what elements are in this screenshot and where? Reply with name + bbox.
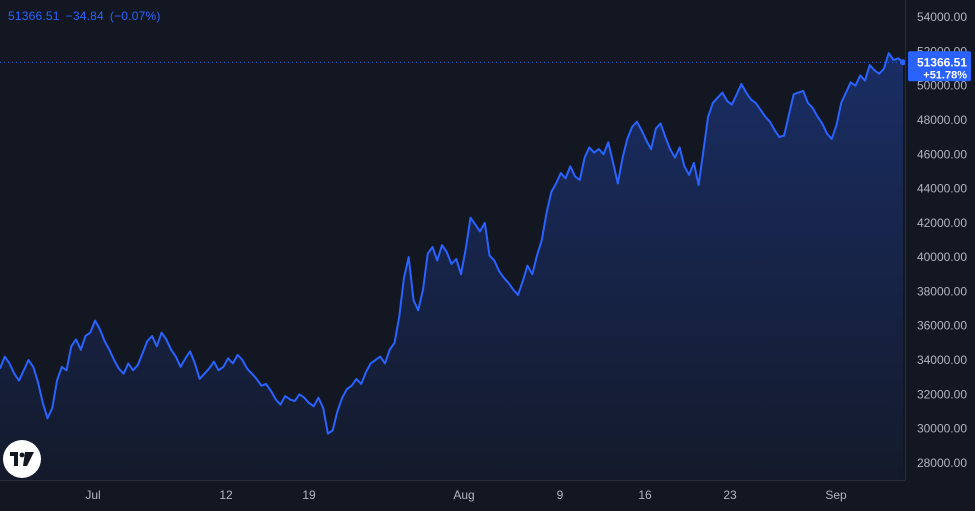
y-axis-panel: [905, 0, 975, 511]
series-area: [0, 53, 903, 480]
last-price-tag-bg: [908, 51, 971, 82]
y-tick-label: 46000.00: [917, 147, 967, 161]
header-change: −34.84: [65, 9, 104, 23]
x-tick-label: 12: [219, 488, 233, 502]
y-tick-label: 42000.00: [917, 216, 967, 230]
last-price-tag-change: +51.78%: [923, 69, 967, 81]
y-tick-label: 30000.00: [917, 422, 967, 436]
last-price-marker: [900, 59, 906, 66]
x-tick-label: 19: [302, 488, 316, 502]
x-tick-label: Aug: [453, 488, 474, 502]
y-tick-label: 28000.00: [917, 456, 967, 470]
x-tick-label: Sep: [825, 488, 847, 502]
y-tick-label: 40000.00: [917, 250, 967, 264]
header-price: 51366.51: [8, 9, 60, 23]
y-tick-label: 36000.00: [917, 319, 967, 333]
last-price-tag: 51366.51+51.78%: [908, 51, 971, 82]
y-tick-label: 54000.00: [917, 10, 967, 24]
tradingview-logo-glyph: [10, 452, 34, 466]
x-tick-label: 16: [638, 488, 652, 502]
tradingview-logo-icon[interactable]: [3, 440, 41, 478]
x-tick-label: Jul: [85, 488, 100, 502]
series-line[interactable]: [0, 52, 904, 435]
x-tick-label: 9: [557, 488, 564, 502]
last-price-tag-price: 51366.51: [917, 55, 967, 69]
y-tick-label: 32000.00: [917, 387, 967, 401]
y-tick-label: 38000.00: [917, 284, 967, 298]
y-tick-label: 50000.00: [917, 79, 967, 93]
x-axis-panel: [0, 480, 975, 511]
header-change-pct: (−0.07%): [109, 9, 161, 23]
x-tick-label: 23: [723, 488, 737, 502]
y-tick-label: 34000.00: [917, 353, 967, 367]
price-header: 51366.51 −34.84 (−0.07%): [8, 9, 161, 23]
y-tick-label: 44000.00: [917, 182, 967, 196]
y-tick-label: 48000.00: [917, 113, 967, 127]
